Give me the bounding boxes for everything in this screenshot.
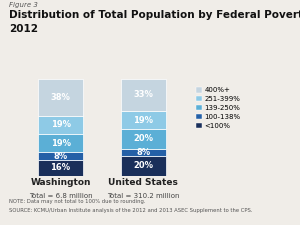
Text: 2012: 2012 [9,24,38,34]
Text: NOTE: Data may not total to 100% due to rounding.: NOTE: Data may not total to 100% due to … [9,199,146,204]
Text: SOURCE: KCMU/Urban Institute analysis of the 2012 and 2013 ASEC Supplement to th: SOURCE: KCMU/Urban Institute analysis of… [9,208,253,213]
Legend: 400%+, 251-399%, 139-250%, 100-138%, <100%: 400%+, 251-399%, 139-250%, 100-138%, <10… [196,87,241,129]
Text: Distribution of Total Population by Federal Poverty Level,: Distribution of Total Population by Fede… [9,10,300,20]
Text: 19%: 19% [51,139,70,148]
Bar [121,148,166,156]
Text: 33%: 33% [134,90,153,99]
Bar [38,79,83,116]
Text: 19%: 19% [134,116,153,125]
Text: 19%: 19% [51,120,70,129]
Text: 38%: 38% [51,93,70,102]
Bar [121,79,166,111]
Bar [38,160,83,176]
Text: 8%: 8% [53,152,68,161]
Bar [38,134,83,152]
Text: 20%: 20% [134,134,153,143]
Text: Figure 3: Figure 3 [9,2,38,8]
Text: 20%: 20% [134,161,153,170]
Text: Total = 310.2 million: Total = 310.2 million [107,193,180,199]
Text: 16%: 16% [50,163,70,172]
Bar [121,129,166,148]
Text: 8%: 8% [136,148,151,157]
Text: Total = 6.8 million: Total = 6.8 million [29,193,92,199]
Bar [38,116,83,134]
Bar [121,111,166,129]
Bar [121,156,166,176]
Bar [38,152,83,160]
